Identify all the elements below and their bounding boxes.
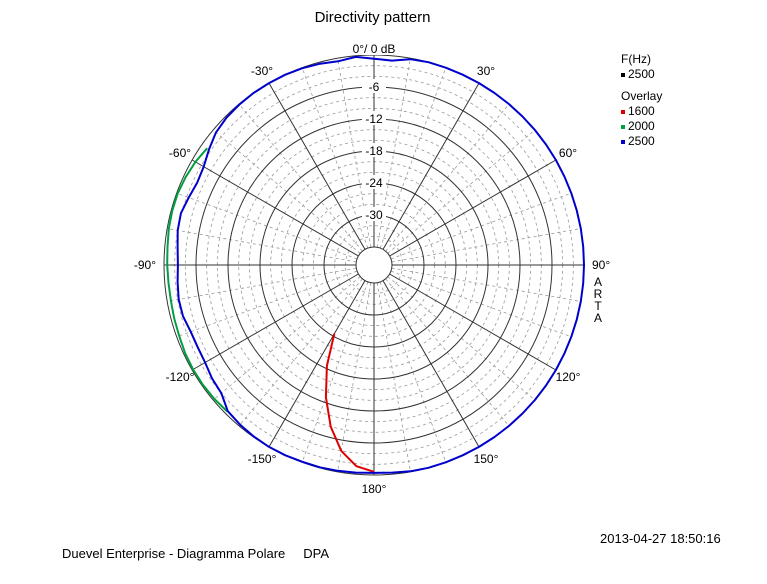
legend-label-2000: 2000 bbox=[628, 119, 655, 133]
angle-tick-label: 180° bbox=[362, 482, 387, 496]
radial-label-bg bbox=[362, 111, 386, 125]
angle-tick-label: -60° bbox=[169, 146, 191, 160]
polar-grid bbox=[163, 54, 585, 476]
grid-spoke-major bbox=[382, 280, 480, 448]
footer-company: Duevel Enterprise - Diagramma Polare bbox=[62, 546, 286, 561]
radial-label-bg bbox=[362, 79, 386, 93]
grid-spoke-major bbox=[191, 273, 359, 371]
axis-labels: -6 -12 -18 -24 -30 0°/ 0 dB 30° 60° 90° 120° 150° 1… bbox=[134, 41, 610, 496]
radial-tick-label: -12 bbox=[365, 112, 383, 126]
arta-letter: T bbox=[594, 299, 602, 313]
angle-tick-label: -150° bbox=[248, 452, 277, 466]
series-line-1600 bbox=[324, 333, 375, 473]
legend-frequency-title: F(Hz) bbox=[621, 52, 651, 66]
legend-swatch-2500 bbox=[621, 139, 625, 144]
grid-spoke-major bbox=[268, 280, 366, 448]
radial-label-bg bbox=[362, 175, 386, 189]
legend-frequency-entry: 2500 bbox=[621, 67, 662, 82]
radial-tick-label: -6 bbox=[369, 80, 380, 94]
arta-letter: R bbox=[593, 287, 603, 301]
legend-label-2500: 2500 bbox=[628, 134, 655, 148]
top-label-bg bbox=[348, 41, 400, 55]
angle-tick-label: -30° bbox=[251, 64, 273, 78]
angle-tick-label: -120° bbox=[166, 370, 195, 384]
angle-tick-label: 150° bbox=[474, 452, 499, 466]
series-line-2500 bbox=[176, 55, 585, 474]
legend: F(Hz) 2500 Overlay 1600 2000 2500 bbox=[621, 52, 662, 149]
grid-ring-major bbox=[355, 246, 393, 284]
radial-tick-label: -18 bbox=[365, 144, 383, 158]
legend-frequency-label: 2500 bbox=[628, 67, 655, 81]
angle-tick-label: -90° bbox=[134, 258, 156, 272]
legend-entry-1600: 1600 bbox=[621, 104, 662, 119]
arta-letter: A bbox=[593, 311, 602, 325]
grid-spoke-major bbox=[389, 159, 557, 257]
angle-tick-label: 60° bbox=[559, 146, 577, 160]
angle-tick-label: 90° bbox=[592, 258, 610, 272]
radial-label-bg bbox=[362, 143, 386, 157]
radial-label-bg bbox=[362, 207, 386, 221]
radial-unit-label: 0°/ 0 dB bbox=[353, 42, 396, 56]
series-line-2000 bbox=[166, 147, 229, 413]
legend-overlay-title: Overlay bbox=[621, 89, 663, 103]
radial-tick-label: -30 bbox=[365, 208, 383, 222]
legend-label-1600: 1600 bbox=[628, 104, 655, 118]
legend-entry-2500: 2500 bbox=[621, 134, 662, 149]
chart-title: Directivity pattern bbox=[314, 9, 431, 26]
series-curves bbox=[166, 55, 585, 474]
angle-tick-label: 120° bbox=[556, 370, 581, 384]
footer-tag: DPA bbox=[303, 546, 330, 561]
legend-swatch-1600 bbox=[621, 109, 625, 114]
grid-spoke-major bbox=[191, 159, 359, 257]
angle-tick-label: 30° bbox=[477, 64, 495, 78]
grid-spoke-major bbox=[268, 82, 366, 250]
grid-spoke-major bbox=[382, 82, 480, 250]
radial-tick-label: -24 bbox=[365, 176, 383, 190]
legend-entry-2000: 2000 bbox=[621, 119, 662, 134]
footer: Duevel Enterprise - Diagramma Polare DPA bbox=[62, 546, 329, 561]
arta-letter: A bbox=[593, 275, 602, 289]
grid-spoke-major bbox=[389, 273, 557, 371]
timestamp: 2013-04-27 18:50:16 bbox=[600, 531, 721, 546]
legend-swatch bbox=[621, 72, 625, 77]
legend-swatch-2000 bbox=[621, 124, 625, 129]
